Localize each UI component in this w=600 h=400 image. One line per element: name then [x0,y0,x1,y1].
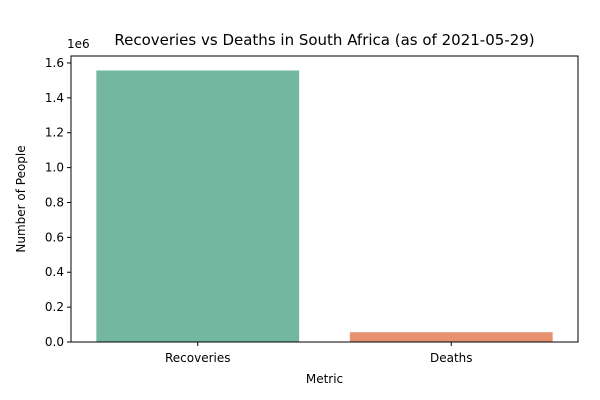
y-tick-label: 1.0 [45,161,64,175]
y-axis-offset-label: 1e6 [67,37,90,51]
y-tick-label: 0.8 [45,195,64,209]
chart-title: Recoveries vs Deaths in South Africa (as… [114,31,534,49]
bar-recoveries [96,70,300,342]
x-tick-label: Deaths [430,351,473,365]
y-tick-label: 1.6 [45,56,64,70]
bars-group [96,70,553,342]
y-axis-ticks: 0.0 0.2 0.4 0.6 0.8 1.0 1.2 1.4 1.6 [45,56,71,349]
y-tick-label: 0.2 [45,300,64,314]
y-tick-label: 0.4 [45,265,64,279]
plot-frame [70,55,579,343]
y-tick-label: 0.6 [45,230,64,244]
bar-deaths [349,332,553,342]
y-axis-label: Number of People [14,145,28,252]
y-tick-label: 1.2 [45,126,64,140]
x-tick-label: Recoveries [165,351,231,365]
y-tick-label: 0.0 [45,335,64,349]
y-tick-label: 1.4 [45,91,64,105]
x-axis-ticks: Recoveries Deaths [165,342,473,365]
x-axis-label: Metric [306,372,343,386]
